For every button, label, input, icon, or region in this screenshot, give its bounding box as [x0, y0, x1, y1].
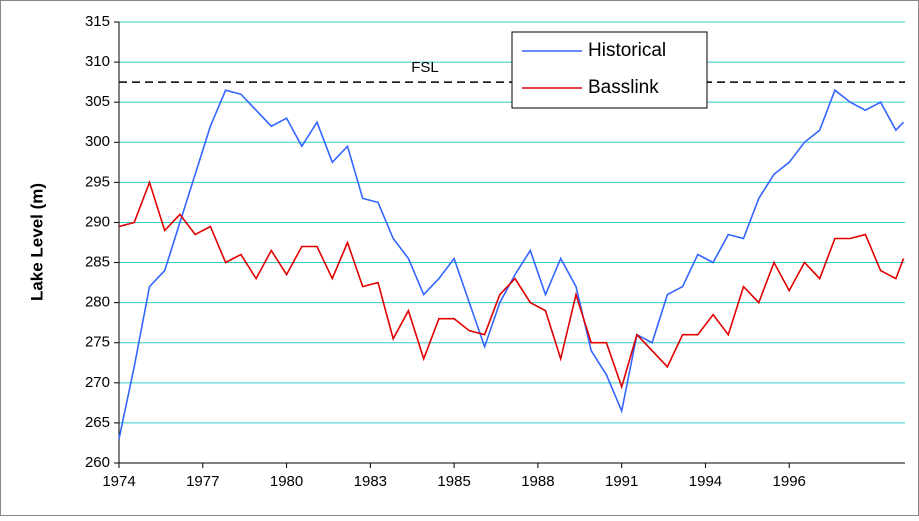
y-tick-label: 305: [85, 93, 110, 110]
y-tick-label: 310: [85, 53, 110, 70]
legend-box: [511, 31, 708, 109]
y-tick-label: 300: [85, 133, 110, 150]
y-tick-label: 265: [85, 414, 110, 431]
y-tick-label: 270: [85, 374, 110, 391]
x-tick-label: 1980: [270, 473, 303, 490]
y-tick-label: 295: [85, 173, 110, 190]
x-tick-label: 1977: [186, 473, 219, 490]
y-tick-label: 260: [85, 454, 110, 471]
y-tick-label: 290: [85, 213, 110, 230]
reference-label: FSL: [411, 59, 439, 76]
x-tick-label: 1991: [605, 473, 638, 490]
y-tick-label: 315: [85, 13, 110, 30]
legend-label: Historical: [588, 40, 666, 61]
x-tick-label: 1983: [354, 473, 387, 490]
legend-label: Basslink: [588, 77, 659, 98]
x-tick-label: 1974: [102, 473, 135, 490]
y-tick-label: 280: [85, 294, 110, 311]
x-tick-label: 1988: [521, 473, 554, 490]
y-axis-label: Lake Level (m): [27, 183, 46, 301]
data-line: [118, 179, 905, 390]
data-line: [118, 88, 905, 440]
y-tick-label: 275: [85, 334, 110, 351]
x-tick-label: 1996: [773, 473, 806, 490]
x-tick-label: 1985: [437, 473, 470, 490]
y-tick-label: 285: [85, 254, 110, 271]
x-tick-label: 1994: [689, 473, 722, 490]
